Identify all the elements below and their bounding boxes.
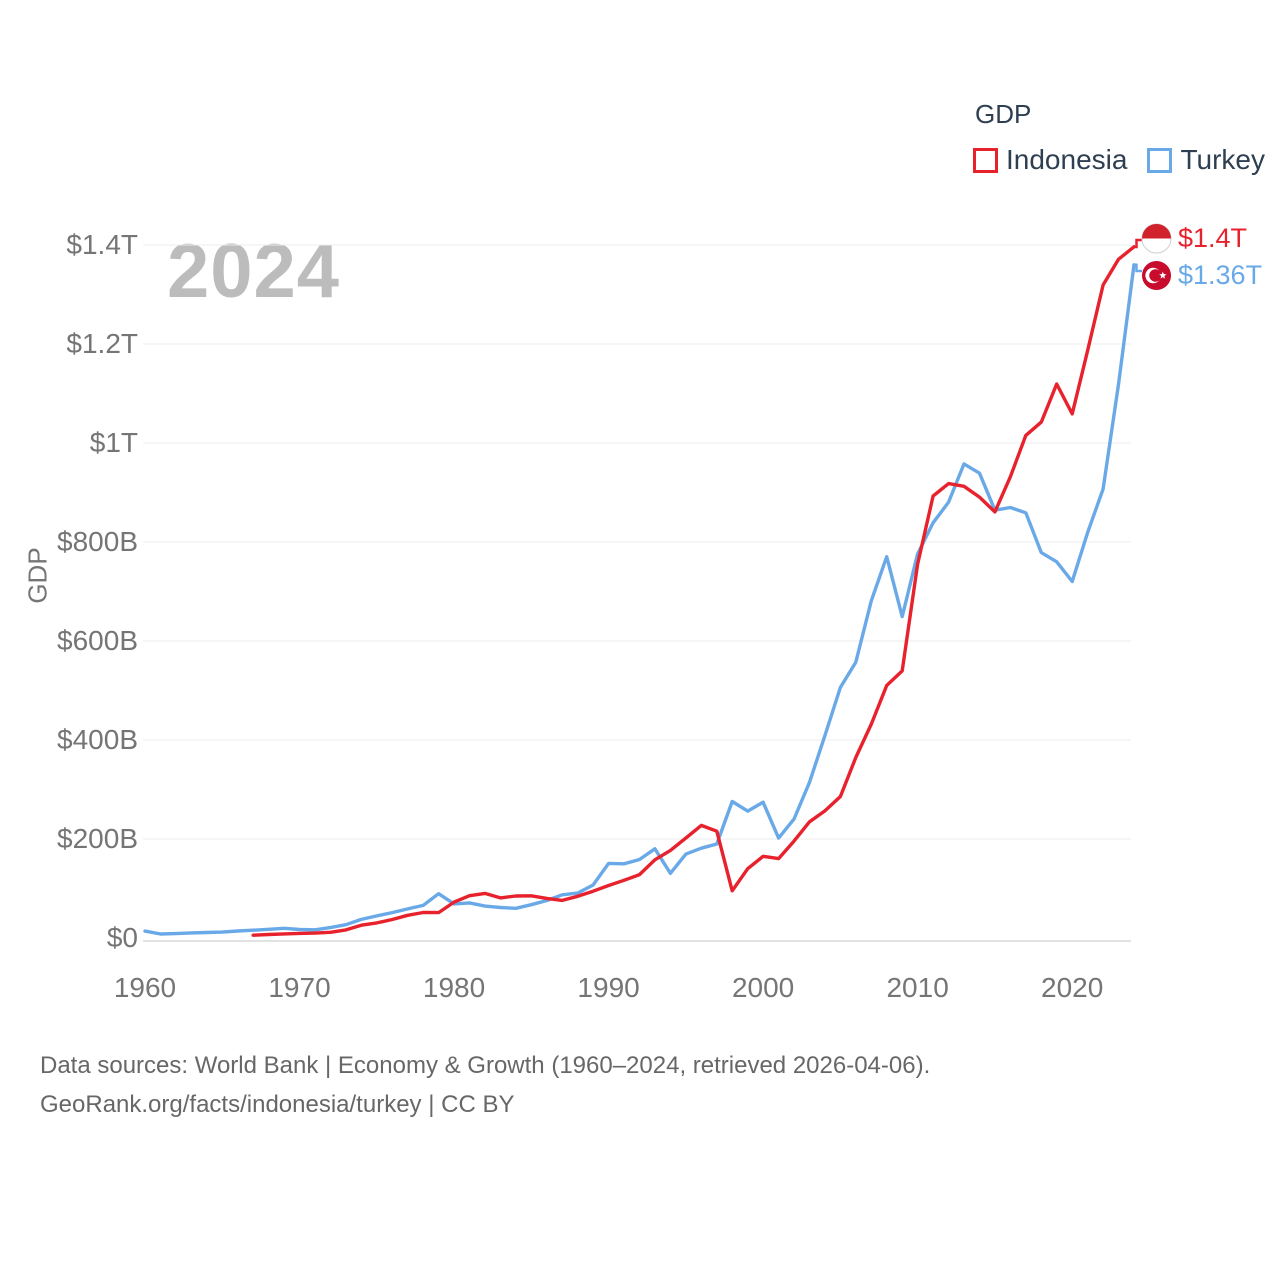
legend: GDP Indonesia Turkey: [973, 99, 1265, 176]
end-label-connectors: [1134, 238, 1142, 273]
indonesia-end-label: $1.4T: [1141, 223, 1247, 254]
indonesia-flag-icon: [1141, 223, 1172, 254]
x-tick-label: 1980: [422, 972, 486, 1003]
indonesia-swatch-icon: [973, 147, 998, 173]
y-tick-label: $200B: [57, 823, 138, 854]
indonesia-end-value: $1.4T: [1178, 223, 1248, 253]
legend-item-turkey[interactable]: Turkey: [1147, 144, 1265, 176]
legend-label-turkey: Turkey: [1180, 144, 1265, 175]
turkey-line[interactable]: [143, 263, 1136, 936]
series-lines: [143, 245, 1136, 937]
y-tick-label: $1.2T: [66, 328, 138, 359]
y-tick-label: $800B: [57, 526, 138, 557]
turkey-swatch-icon: [1147, 147, 1173, 173]
footer-line-sources: Data sources: World Bank | Economy & Gro…: [40, 1052, 931, 1079]
watermark-year: 2024: [167, 229, 341, 314]
y-axis-title: GDP: [22, 547, 53, 604]
x-tick-label: 2010: [886, 972, 949, 1003]
x-tick-label: 2020: [1041, 972, 1104, 1003]
legend-label-indonesia: Indonesia: [1006, 144, 1128, 175]
legend-item-indonesia[interactable]: Indonesia: [973, 144, 1127, 176]
x-tick-label: 1960: [113, 972, 177, 1003]
gridlines: [143, 244, 1131, 942]
footer-line-attribution: GeoRank.org/facts/indonesia/turkey | CC …: [40, 1091, 515, 1118]
turkey-end-label: $1.36T: [1141, 260, 1262, 291]
x-tick-label: 1990: [577, 972, 640, 1003]
x-tick-label: 2000: [731, 972, 795, 1003]
y-tick-label: $400B: [57, 724, 138, 755]
turkey-connector: [1134, 263, 1142, 273]
legend-items: Indonesia Turkey: [973, 144, 1265, 176]
y-tick-label: $600B: [57, 625, 138, 656]
turkey-flag-icon: [1141, 260, 1172, 291]
x-tick-label: 1970: [268, 972, 331, 1003]
footer: Data sources: World Bank | Economy & Gro…: [40, 1046, 930, 1124]
y-tick-label: $1T: [89, 427, 138, 458]
y-tick-label: $0: [106, 922, 138, 953]
indonesia-connector: [1134, 238, 1142, 249]
y-tick-label: $1.4T: [66, 229, 138, 260]
legend-title: GDP: [975, 99, 1032, 129]
turkey-end-value: $1.36T: [1178, 260, 1263, 290]
indonesia-line[interactable]: [251, 245, 1136, 937]
